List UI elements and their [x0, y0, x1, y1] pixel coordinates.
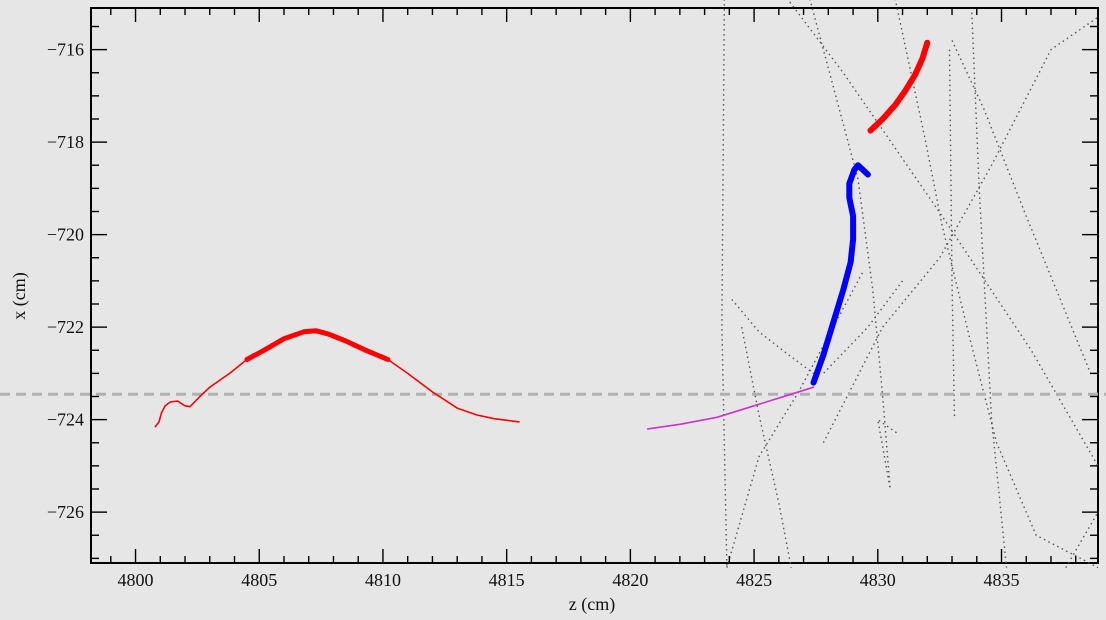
series-0-emphasis — [244, 328, 391, 362]
data-series — [154, 39, 931, 430]
x-tick-label: 4805 — [241, 570, 277, 590]
dotted-track-1 — [787, 0, 1099, 467]
y-axis-title: x (cm) — [9, 272, 30, 319]
y-tick-label: −720 — [47, 225, 84, 245]
x-tick-label: 4815 — [489, 570, 525, 590]
y-tick-label: −722 — [47, 317, 84, 337]
dotted-tracks — [721, 0, 1099, 569]
x-tick-label: 4810 — [365, 570, 401, 590]
dotted-track-12 — [822, 280, 904, 374]
plot-frame — [90, 7, 1099, 564]
x-tick-label: 4830 — [860, 570, 896, 590]
y-tick-label: −724 — [47, 410, 84, 430]
dotted-track-5 — [951, 40, 1092, 374]
series-3-track — [867, 39, 931, 134]
dotted-track-7 — [894, 0, 1099, 569]
series-1-track — [646, 386, 815, 430]
x-tick-label: 4800 — [118, 570, 154, 590]
axis-ticks — [91, 8, 1098, 563]
dotted-track-10 — [822, 16, 1099, 444]
y-tick-label: −718 — [47, 132, 84, 152]
x-tick-label: 4820 — [612, 570, 648, 590]
dotted-track-11 — [1065, 511, 1099, 568]
x-axis-title: z (cm) — [569, 594, 615, 615]
dotted-track-4 — [948, 49, 956, 420]
tick-labels: 4800 4805 4810 4815 4820 4825 4830 4835 −716 −718… — [47, 40, 1020, 590]
series-2-track — [810, 162, 871, 386]
dotted-track-0 — [809, 0, 899, 490]
x-tick-label: 4835 — [984, 570, 1020, 590]
y-tick-label: −726 — [47, 502, 84, 522]
x-tick-label: 4825 — [736, 570, 772, 590]
dotted-track-3 — [731, 298, 814, 374]
dotted-track-2 — [721, 0, 728, 568]
y-tick-label: −716 — [47, 40, 84, 60]
